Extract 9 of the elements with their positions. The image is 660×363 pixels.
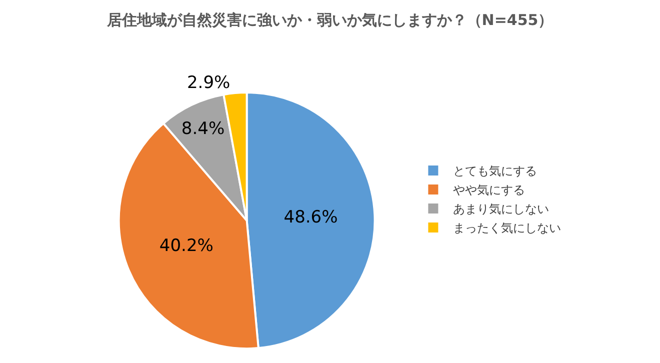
data-label: 8.4% xyxy=(181,118,225,139)
legend-label: やや気にする xyxy=(453,183,526,198)
legend-label: とても気にする xyxy=(453,164,538,178)
legend-label: まったく気にしない xyxy=(453,221,562,236)
data-label: 2.9% xyxy=(186,73,230,94)
chart-title: 居住地域が自然災害に強いか・弱いか気にしますか？（N=455） xyxy=(106,11,554,30)
data-label: 40.2% xyxy=(159,236,214,256)
legend-label: あまり気にしない xyxy=(453,202,550,216)
data-label: 48.6% xyxy=(284,208,338,228)
